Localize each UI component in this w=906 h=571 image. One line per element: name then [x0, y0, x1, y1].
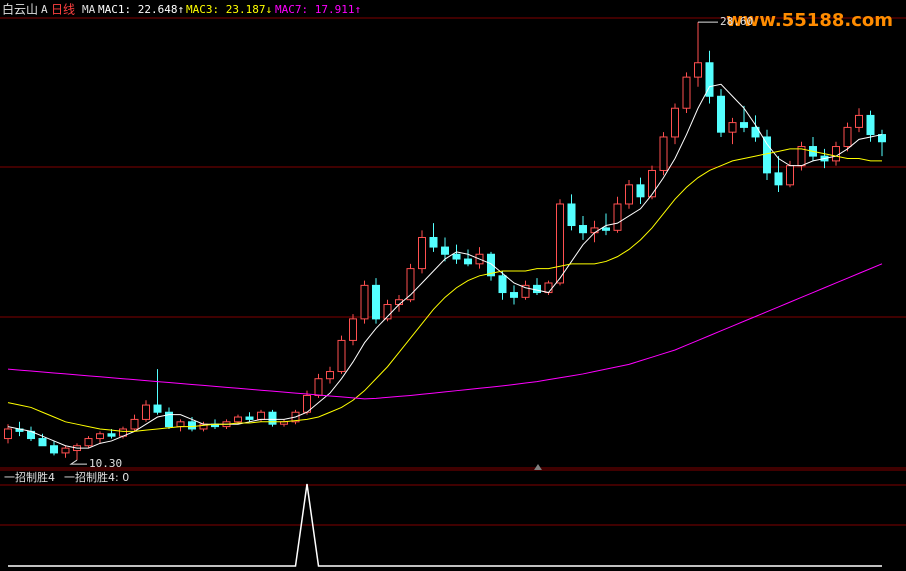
- candle-body: [50, 445, 58, 454]
- candle-body: [648, 169, 656, 198]
- candle-body: [153, 404, 162, 413]
- candle-body: [740, 122, 748, 128]
- panel-title: 一招制胜4: [4, 470, 55, 484]
- candle-body: [602, 227, 610, 231]
- candle-body: [659, 136, 668, 171]
- candle-body: [774, 172, 783, 186]
- candle-body: [360, 284, 369, 320]
- min-label: 10.30: [89, 457, 122, 470]
- candle-body: [176, 421, 185, 428]
- candle-body: [4, 428, 12, 440]
- ma-line: [7, 263, 883, 400]
- max-label: 28.60: [720, 15, 753, 28]
- candle-body: [349, 318, 357, 341]
- candle-body: [406, 268, 415, 301]
- candle-body: [165, 411, 173, 428]
- legend-label: MAC1: 22.648↑: [98, 3, 184, 16]
- legend-label: MAC3: 23.187↓: [186, 3, 272, 16]
- candle-body: [418, 236, 426, 270]
- watermark: www.55188.com: [726, 10, 893, 31]
- candle-body: [556, 203, 564, 284]
- candle-body: [694, 62, 702, 78]
- candle-body: [441, 246, 449, 255]
- candle-body: [234, 416, 242, 423]
- panel-value: 一招制胜4: 0: [64, 470, 129, 484]
- period: 日线: [51, 3, 75, 17]
- candle-body: [107, 433, 116, 437]
- candle-body: [671, 107, 679, 138]
- candle-body: [533, 284, 541, 294]
- candle-body: [786, 165, 794, 186]
- candle-body: [245, 416, 254, 420]
- candle-body: [728, 122, 737, 133]
- candle-body: [717, 95, 725, 133]
- candle-body: [38, 438, 47, 447]
- candle-body: [142, 404, 150, 420]
- candle-body: [878, 134, 886, 143]
- candle-body: [429, 236, 438, 248]
- indicator-line: [8, 483, 882, 567]
- candle-body: [567, 203, 576, 227]
- indicator: MA: [82, 3, 96, 16]
- candle-body: [832, 146, 840, 162]
- candle-body: [337, 339, 346, 373]
- stock-name: 白云山: [2, 2, 38, 17]
- candle-body: [590, 227, 599, 234]
- scroll-marker: [534, 464, 542, 470]
- candle-body: [682, 76, 691, 109]
- candle-body: [510, 292, 518, 298]
- candle-body: [521, 284, 530, 298]
- candle-body: [843, 126, 852, 148]
- candle-body: [314, 378, 323, 396]
- candle-body: [268, 411, 277, 425]
- market: A: [41, 3, 48, 16]
- candle-body: [579, 225, 587, 234]
- candle-body: [498, 275, 507, 294]
- candle-body: [866, 114, 875, 136]
- candle-body: [464, 258, 472, 265]
- ma-line: [7, 148, 882, 432]
- candle-body: [613, 203, 622, 231]
- candle-body: [487, 253, 495, 277]
- candle-body: [751, 126, 760, 138]
- candle-body: [383, 304, 392, 320]
- legend-label: MAC7: 17.911↑: [275, 3, 361, 16]
- candle-body: [625, 184, 633, 205]
- candle-body: [544, 282, 553, 294]
- min-leader: [69, 459, 87, 465]
- candle-body: [130, 418, 139, 430]
- ma-line: [7, 83, 883, 449]
- candle-body: [372, 284, 380, 320]
- candle-body: [452, 253, 461, 260]
- candle-body: [326, 371, 334, 380]
- candle-body: [705, 62, 714, 97]
- candle-body: [61, 447, 70, 454]
- candle-body: [636, 184, 645, 198]
- candle-body: [763, 136, 771, 174]
- candle-body: [257, 411, 265, 420]
- candle-body: [96, 433, 104, 440]
- candle-body: [84, 438, 93, 447]
- candle-body: [188, 421, 196, 430]
- candle-body: [855, 114, 863, 128]
